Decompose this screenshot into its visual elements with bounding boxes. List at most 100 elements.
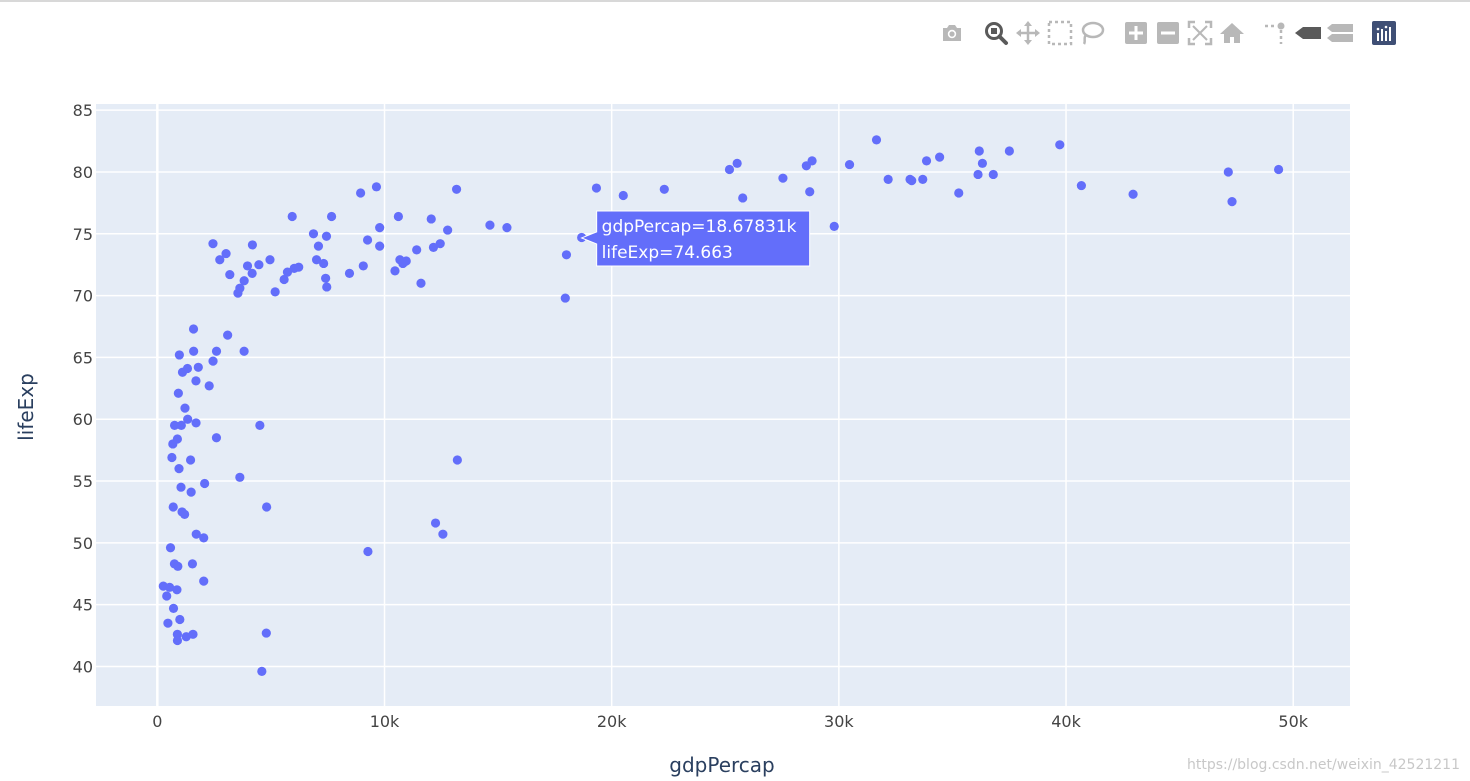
- data-point[interactable]: [221, 248, 231, 259]
- data-point[interactable]: [1004, 146, 1014, 156]
- data-point[interactable]: [208, 356, 218, 366]
- data-point[interactable]: [311, 255, 322, 265]
- data-point[interactable]: [451, 184, 462, 194]
- data-point[interactable]: [308, 229, 319, 239]
- data-point[interactable]: [907, 176, 917, 186]
- data-point[interactable]: [287, 211, 297, 222]
- data-point[interactable]: [1128, 189, 1138, 199]
- data-point[interactable]: [265, 255, 275, 265]
- data-point[interactable]: [174, 350, 184, 360]
- data-point[interactable]: [977, 158, 988, 168]
- data-point[interactable]: [235, 472, 245, 482]
- data-point[interactable]: [176, 420, 186, 430]
- data-point[interactable]: [659, 184, 669, 194]
- data-point[interactable]: [435, 239, 445, 249]
- data-point[interactable]: [560, 293, 570, 303]
- data-point[interactable]: [918, 174, 928, 185]
- data-point[interactable]: [321, 231, 332, 241]
- download-plot-button[interactable]: [936, 17, 968, 49]
- data-point[interactable]: [416, 278, 426, 288]
- data-point[interactable]: [724, 164, 735, 175]
- data-point[interactable]: [204, 381, 214, 391]
- data-point[interactable]: [208, 239, 218, 249]
- data-point[interactable]: [191, 529, 201, 539]
- data-point[interactable]: [173, 561, 183, 571]
- data-point[interactable]: [165, 543, 176, 553]
- data-point[interactable]: [261, 628, 271, 638]
- data-point[interactable]: [247, 268, 257, 278]
- data-point[interactable]: [211, 433, 222, 443]
- data-point[interactable]: [188, 324, 199, 334]
- data-point[interactable]: [193, 362, 203, 372]
- data-point[interactable]: [180, 403, 190, 413]
- data-point[interactable]: [1055, 140, 1065, 150]
- data-point[interactable]: [163, 618, 173, 628]
- data-point[interactable]: [185, 455, 196, 465]
- data-point[interactable]: [162, 591, 172, 601]
- data-point[interactable]: [169, 420, 180, 430]
- data-point[interactable]: [175, 614, 185, 625]
- data-point[interactable]: [247, 240, 258, 250]
- data-point[interactable]: [561, 250, 572, 260]
- data-point[interactable]: [732, 158, 742, 168]
- data-point[interactable]: [430, 518, 441, 528]
- data-point[interactable]: [1273, 164, 1284, 175]
- data-point[interactable]: [807, 156, 817, 166]
- data-point[interactable]: [199, 576, 209, 586]
- data-point[interactable]: [1076, 180, 1086, 191]
- box-select-button[interactable]: [1044, 17, 1076, 49]
- data-point[interactable]: [254, 260, 264, 270]
- data-point[interactable]: [1223, 167, 1233, 177]
- data-point[interactable]: [167, 452, 177, 463]
- data-point[interactable]: [973, 169, 983, 180]
- data-point[interactable]: [363, 546, 373, 557]
- data-point[interactable]: [371, 182, 382, 192]
- data-point[interactable]: [182, 363, 193, 374]
- data-point[interactable]: [322, 282, 332, 292]
- data-point[interactable]: [225, 269, 235, 280]
- data-point[interactable]: [257, 666, 267, 676]
- data-point[interactable]: [921, 156, 932, 166]
- data-point[interactable]: [344, 268, 355, 278]
- data-point[interactable]: [191, 418, 201, 428]
- data-point[interactable]: [778, 173, 788, 183]
- plot-area[interactable]: [96, 104, 1350, 706]
- data-point[interactable]: [242, 261, 253, 271]
- data-point[interactable]: [502, 223, 512, 233]
- data-point[interactable]: [187, 559, 198, 569]
- data-point[interactable]: [172, 585, 182, 595]
- data-point[interactable]: [935, 152, 945, 162]
- data-point[interactable]: [393, 211, 403, 222]
- data-point[interactable]: [168, 603, 179, 613]
- data-point[interactable]: [270, 287, 280, 297]
- data-point[interactable]: [321, 273, 331, 283]
- data-point[interactable]: [438, 529, 448, 539]
- data-point[interactable]: [426, 214, 436, 224]
- scatter-points[interactable]: [158, 135, 1284, 676]
- data-point[interactable]: [189, 346, 199, 356]
- data-point[interactable]: [313, 241, 324, 251]
- zoom-in-button[interactable]: [1120, 17, 1152, 49]
- data-point[interactable]: [172, 635, 183, 646]
- data-point[interactable]: [591, 183, 602, 193]
- data-point[interactable]: [279, 274, 289, 285]
- data-point[interactable]: [485, 220, 495, 230]
- pan-button[interactable]: [1012, 17, 1044, 49]
- data-point[interactable]: [390, 266, 400, 276]
- data-point[interactable]: [191, 376, 201, 386]
- data-point[interactable]: [186, 487, 196, 497]
- data-point[interactable]: [199, 533, 209, 543]
- plotly-logo-link[interactable]: [1368, 17, 1400, 49]
- data-point[interactable]: [183, 414, 193, 424]
- zoom-out-button[interactable]: [1152, 17, 1184, 49]
- data-point[interactable]: [174, 464, 184, 474]
- data-point[interactable]: [356, 188, 366, 198]
- data-point[interactable]: [294, 262, 304, 272]
- data-point[interactable]: [172, 434, 182, 444]
- data-point[interactable]: [362, 235, 373, 245]
- data-point[interactable]: [883, 174, 893, 185]
- data-point[interactable]: [262, 502, 272, 512]
- data-point[interactable]: [223, 330, 233, 340]
- data-point[interactable]: [319, 258, 329, 269]
- data-point[interactable]: [165, 582, 175, 592]
